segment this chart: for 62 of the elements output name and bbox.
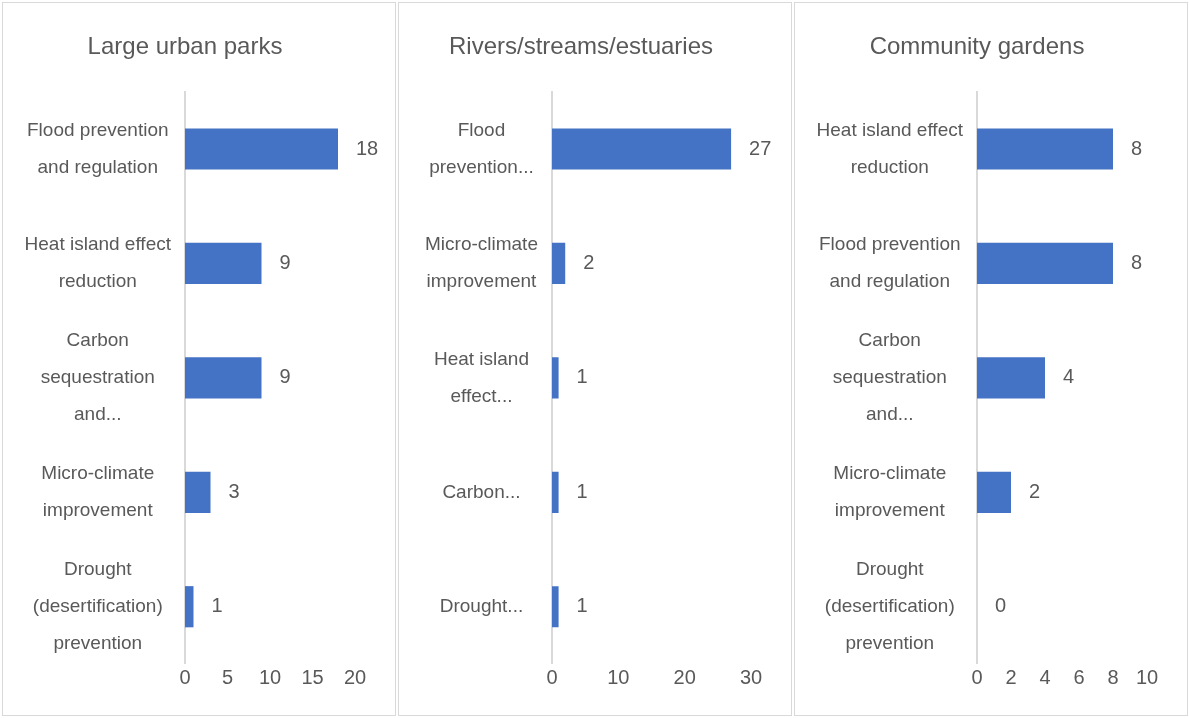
y-tick-label: Micro-climate improvement: [41, 462, 155, 521]
data-label: 8: [1131, 250, 1143, 273]
y-tick-label: Carbon...: [442, 480, 521, 502]
bar: [551, 242, 566, 285]
y-tick-label: Carbon sequestration and...: [40, 329, 155, 425]
y-tick-label: Heat island effect...: [433, 347, 530, 406]
chart-title: Large urban parks: [87, 32, 283, 60]
x-tick-label: 0: [179, 666, 191, 689]
bar: [185, 357, 262, 399]
y-tick-label: Micro-climate improvement: [425, 233, 538, 292]
bar: [185, 242, 262, 285]
y-tick-label: Heat island effect reduction: [24, 233, 172, 292]
data-label: 18: [356, 136, 379, 159]
bar: [551, 471, 559, 513]
y-tick-label: Drought...: [439, 594, 524, 616]
data-label: 0: [995, 594, 1007, 617]
data-label: 4: [1063, 365, 1075, 388]
bar: [977, 357, 1045, 399]
data-label: 9: [279, 250, 291, 273]
data-label: 1: [576, 365, 588, 388]
bar: [551, 586, 559, 628]
chart-title: Rivers/streams/estuaries: [448, 32, 714, 60]
chart-title: Community gardens: [869, 32, 1085, 60]
x-tick-label: 4: [1039, 666, 1051, 689]
y-tick-label: Carbon sequestration and...: [832, 329, 947, 425]
bar: [185, 471, 211, 513]
data-label: 8: [1131, 136, 1143, 159]
bar: [977, 471, 1011, 513]
x-tick-label: 20: [343, 666, 367, 689]
y-tick-label: Micro-climate improvement: [833, 462, 947, 521]
y-tick-label: Flood prevention...: [429, 118, 534, 177]
data-label: 3: [228, 479, 240, 502]
y-tick-label: Heat island effect reduction: [816, 118, 964, 177]
x-tick-label: 10: [258, 666, 282, 689]
data-label: 2: [583, 250, 595, 273]
y-tick-label: Drought (desertification) prevention: [32, 557, 163, 654]
bar: [551, 357, 559, 399]
x-tick-label: 15: [301, 666, 324, 689]
data-label: 1: [576, 594, 588, 617]
x-tick-label: 30: [739, 666, 763, 689]
data-label: 2: [1029, 479, 1041, 502]
bar: [185, 128, 338, 170]
bar: [551, 128, 732, 170]
data-label: 27: [749, 136, 772, 159]
x-tick-label: 10: [607, 666, 630, 689]
x-tick-label: 10: [1135, 666, 1159, 689]
x-tick-label: 8: [1107, 666, 1119, 689]
bar: [977, 128, 1113, 170]
data-label: 1: [576, 479, 588, 502]
y-tick-label: Drought (desertification) prevention: [824, 557, 955, 654]
x-tick-label: 0: [546, 666, 558, 689]
x-tick-label: 5: [221, 666, 234, 689]
data-label: 1: [211, 594, 223, 617]
x-tick-label: 2: [1005, 666, 1017, 689]
bar: [185, 586, 194, 628]
y-tick-label: Flood prevention and regulation: [819, 233, 961, 292]
data-label: 9: [279, 365, 291, 388]
y-tick-label: Flood prevention and regulation: [27, 118, 169, 177]
x-tick-label: 6: [1073, 666, 1085, 689]
x-tick-label: 0: [971, 666, 983, 689]
x-tick-label: 20: [673, 666, 696, 689]
bar: [977, 242, 1113, 285]
